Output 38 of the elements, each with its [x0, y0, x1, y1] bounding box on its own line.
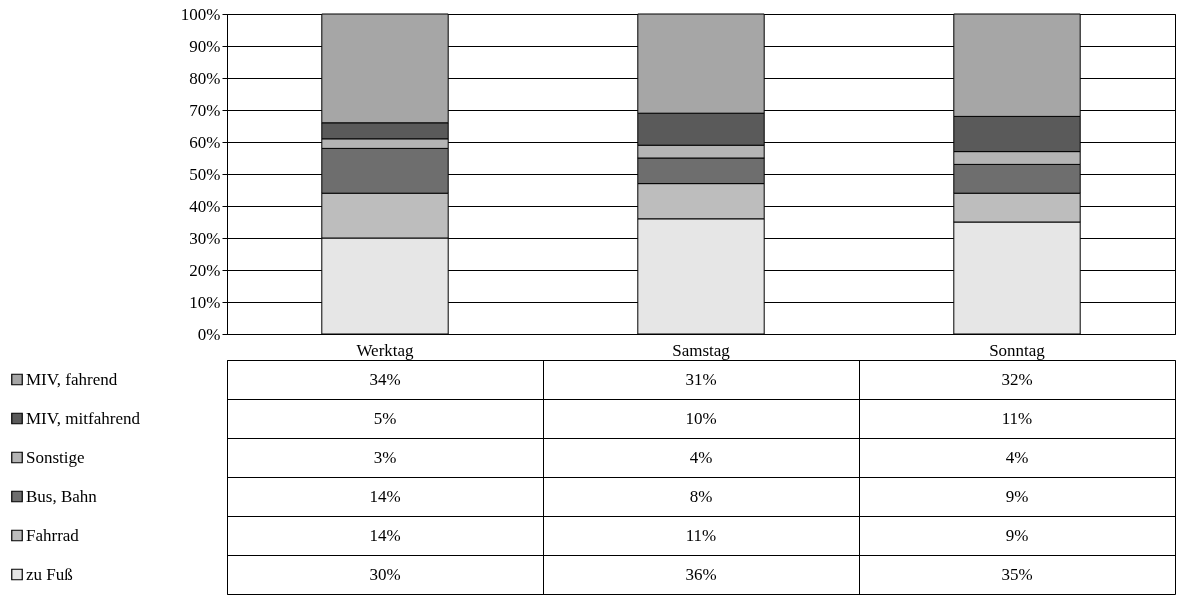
y-tick-label: 60%	[189, 132, 221, 152]
x-tick-label: Samstag	[672, 340, 731, 360]
y-tick-label: 90%	[189, 36, 221, 56]
data-label: 10%	[685, 408, 717, 428]
data-label: 11%	[1001, 408, 1033, 428]
y-tick-label: 20%	[189, 260, 221, 280]
data-label: 3%	[373, 447, 397, 467]
data-label: 14%	[369, 486, 401, 506]
x-tick-label: Werktag	[356, 340, 415, 360]
y-tick-label: 50%	[189, 164, 221, 184]
y-tick-label: 100%	[180, 4, 221, 24]
y-tick-label: 70%	[189, 100, 221, 120]
legend-label: Sonstige	[26, 447, 85, 467]
data-label: 31%	[685, 369, 717, 389]
y-tick-label: 30%	[189, 228, 221, 248]
y-tick-label: 40%	[189, 196, 221, 216]
legend-label: zu Fuß	[26, 564, 73, 584]
y-tick-label: 10%	[189, 292, 221, 312]
legend-label: Fahrrad	[26, 525, 80, 545]
y-tick-label: 0%	[197, 324, 221, 344]
data-label: 30%	[369, 564, 401, 584]
x-tick-label: Sonntag	[989, 340, 1046, 360]
data-label: 36%	[685, 564, 717, 584]
legend-label: Bus, Bahn	[26, 486, 98, 506]
data-label: 35%	[1001, 564, 1033, 584]
legend-label: MIV, fahrend	[26, 369, 118, 389]
data-label: 4%	[689, 447, 713, 467]
data-label: 4%	[1005, 447, 1029, 467]
y-tick-label: 80%	[189, 68, 221, 88]
data-label: 34%	[369, 369, 401, 389]
data-label: 9%	[1005, 525, 1029, 545]
data-label: 9%	[1005, 486, 1029, 506]
data-label: 5%	[373, 408, 397, 428]
data-label: 8%	[689, 486, 713, 506]
legend-label: MIV, mitfahrend	[26, 408, 141, 428]
data-label: 32%	[1001, 369, 1033, 389]
data-label: 11%	[685, 525, 717, 545]
data-label: 14%	[369, 525, 401, 545]
